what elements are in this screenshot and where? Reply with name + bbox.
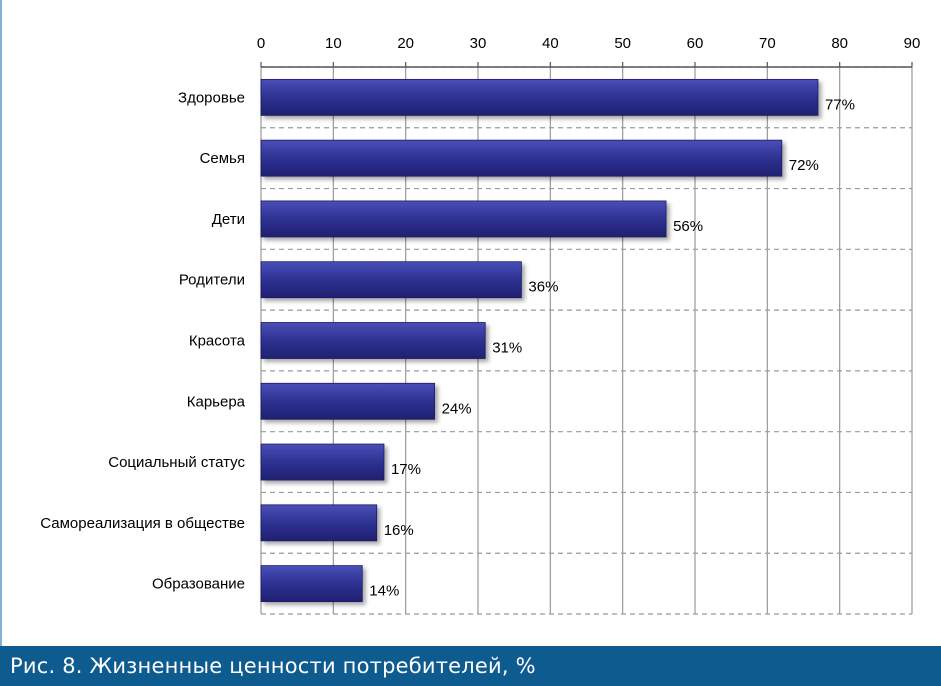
data-label: 72% — [789, 157, 819, 174]
figure-caption-bar: Рис. 8. Жизненные ценности потребителей,… — [0, 646, 941, 686]
bar — [260, 382, 436, 420]
bar — [260, 261, 522, 299]
category-label: Дети — [212, 211, 245, 228]
bar — [260, 322, 486, 359]
x-tick-label: 30 — [470, 35, 487, 52]
category-label: Красота — [189, 333, 246, 350]
category-label: Родители — [179, 272, 245, 289]
data-label: 16% — [384, 522, 414, 539]
data-label: 24% — [442, 400, 472, 417]
bar — [260, 565, 363, 603]
category-label: Образование — [152, 576, 245, 593]
bar — [260, 139, 783, 177]
data-label: 56% — [673, 218, 703, 235]
bar — [260, 200, 667, 238]
bar — [260, 443, 385, 481]
x-tick-label: 60 — [687, 35, 704, 52]
bars — [260, 78, 819, 603]
value-labels: 77% 72% 56% 36% 31% 24% 17% 16% 14% — [369, 96, 855, 599]
category-labels: Здоровье Семья Дети Родители Красота Карьера С… — [40, 89, 245, 592]
x-axis-ticks: 0 10 20 30 40 50 60 70 80 90 — [257, 35, 921, 68]
x-tick-label: 50 — [614, 35, 631, 52]
x-tick-label: 80 — [831, 35, 848, 52]
x-tick-label: 40 — [542, 35, 559, 52]
bar — [260, 504, 378, 542]
chart-frame: 0 10 20 30 40 50 60 70 80 90 Здоровье Семья Дети Род… — [0, 0, 921, 646]
figure-caption: Рис. 8. Жизненные ценности потребителей,… — [10, 654, 536, 678]
data-label: 14% — [369, 583, 399, 600]
data-label: 77% — [825, 96, 855, 113]
x-tick-label: 0 — [257, 35, 265, 52]
category-label: Семья — [200, 150, 245, 167]
bar-chart: 0 10 20 30 40 50 60 70 80 90 Здоровье Семья Дети Род… — [40, 35, 921, 615]
data-label: 31% — [492, 340, 522, 357]
category-label: Самореализация в обществе — [40, 515, 245, 532]
x-tick-label: 70 — [759, 35, 776, 52]
category-label: Социальный статус — [108, 454, 245, 471]
x-tick-label: 20 — [397, 35, 414, 52]
data-label: 36% — [528, 279, 558, 296]
data-label: 17% — [391, 461, 421, 478]
bar — [260, 78, 819, 116]
category-label: Здоровье — [178, 89, 245, 106]
category-label: Карьера — [187, 393, 246, 410]
x-tick-label: 10 — [325, 35, 342, 52]
x-tick-label: 90 — [904, 35, 921, 52]
